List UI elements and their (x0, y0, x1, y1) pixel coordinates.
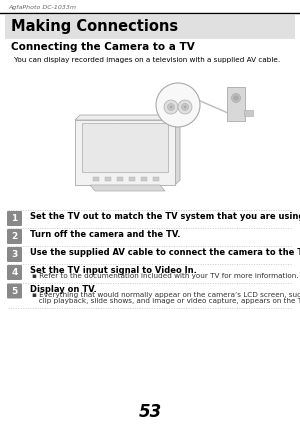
Text: Connecting the Camera to a TV: Connecting the Camera to a TV (11, 42, 195, 52)
Text: clip playback, slide shows, and image or video capture, appears on the TV.: clip playback, slide shows, and image or… (32, 298, 300, 304)
FancyBboxPatch shape (82, 123, 168, 172)
Text: 3: 3 (11, 250, 18, 259)
FancyBboxPatch shape (227, 87, 245, 121)
Text: Set the TV out to match the TV system that you are using (⇗ page 19).: Set the TV out to match the TV system th… (30, 212, 300, 221)
FancyBboxPatch shape (7, 284, 22, 298)
Text: Making Connections: Making Connections (11, 20, 178, 34)
Text: Use the supplied AV cable to connect the camera to the TV set.: Use the supplied AV cable to connect the… (30, 248, 300, 257)
Text: Turn off the camera and the TV.: Turn off the camera and the TV. (30, 230, 181, 239)
Circle shape (184, 106, 187, 109)
Circle shape (178, 100, 192, 114)
Circle shape (233, 95, 238, 100)
FancyBboxPatch shape (117, 177, 123, 181)
Text: ▪ Everything that would normally appear on the camera’s LCD screen, such as phot: ▪ Everything that would normally appear … (32, 292, 300, 298)
FancyBboxPatch shape (5, 15, 295, 39)
Text: You can display recorded images on a television with a supplied AV cable.: You can display recorded images on a tel… (14, 57, 280, 63)
FancyBboxPatch shape (7, 211, 22, 226)
Text: 5: 5 (11, 287, 18, 296)
Text: 4: 4 (11, 268, 18, 277)
FancyBboxPatch shape (153, 177, 159, 181)
FancyBboxPatch shape (105, 177, 111, 181)
Polygon shape (75, 115, 180, 120)
FancyBboxPatch shape (93, 177, 99, 181)
FancyBboxPatch shape (7, 247, 22, 262)
Text: 2: 2 (11, 232, 18, 241)
Circle shape (156, 83, 200, 127)
Polygon shape (90, 185, 165, 191)
Text: 1: 1 (11, 214, 18, 223)
FancyBboxPatch shape (129, 177, 135, 181)
Polygon shape (175, 115, 180, 185)
Circle shape (164, 100, 178, 114)
Polygon shape (75, 120, 175, 185)
Text: ▪ Refer to the documentation included with your TV for more information.: ▪ Refer to the documentation included wi… (32, 273, 298, 279)
FancyBboxPatch shape (244, 109, 253, 115)
Circle shape (232, 94, 241, 103)
Circle shape (182, 103, 188, 111)
FancyBboxPatch shape (7, 265, 22, 280)
FancyBboxPatch shape (7, 229, 22, 244)
FancyBboxPatch shape (141, 177, 147, 181)
Circle shape (167, 103, 175, 111)
Text: AgfaPhoto DC-1033m: AgfaPhoto DC-1033m (8, 5, 76, 9)
Circle shape (169, 106, 172, 109)
Text: Set the TV input signal to Video In.: Set the TV input signal to Video In. (30, 266, 197, 275)
Text: 53: 53 (138, 403, 162, 421)
Text: Display on TV.: Display on TV. (30, 285, 97, 293)
